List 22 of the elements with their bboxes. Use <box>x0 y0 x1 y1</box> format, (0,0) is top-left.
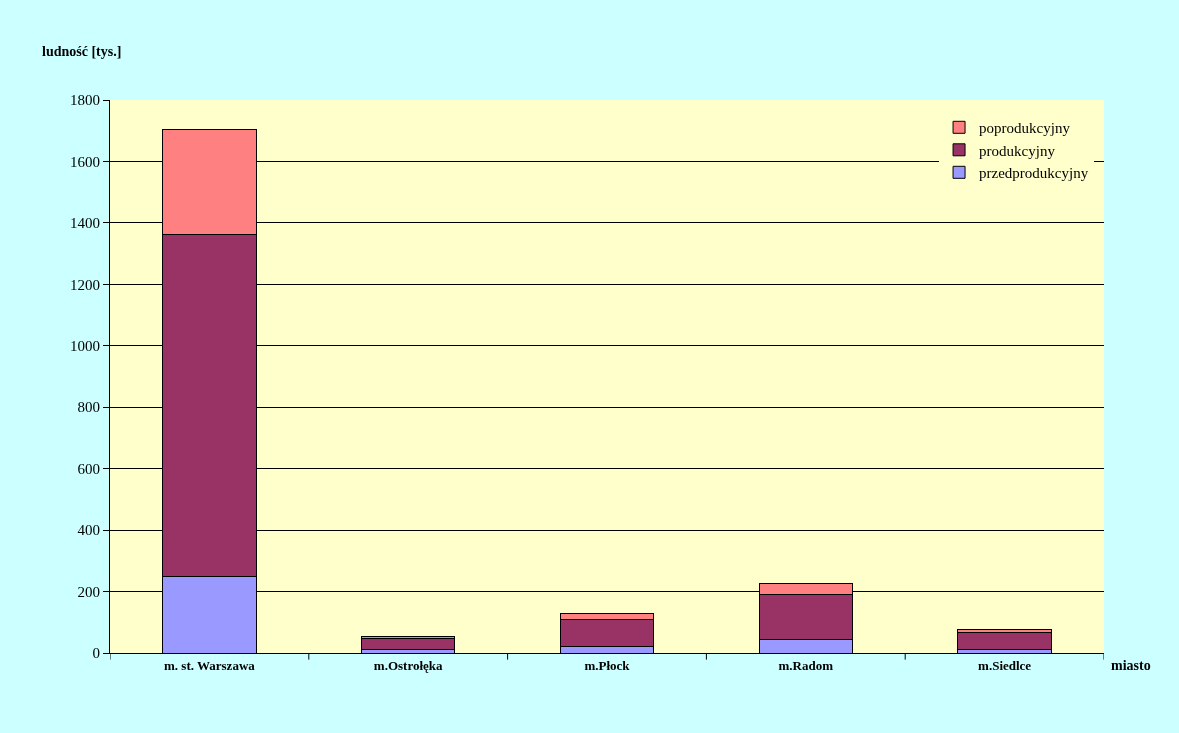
x-tick-label: m.Radom <box>778 657 834 673</box>
bar <box>957 632 1052 650</box>
y-tick-label: 0 <box>92 645 100 662</box>
x-tick-label: m.Siedlce <box>978 657 1032 673</box>
y-tick-label: 1000 <box>70 338 100 355</box>
y-tick-label: 200 <box>77 583 100 600</box>
y-tick-label: 600 <box>77 460 100 477</box>
y-axis-title: ludność [tys.] <box>42 44 122 59</box>
y-tick-label: 1800 <box>70 92 100 109</box>
legend-label: poprodukcyjny <box>979 120 1071 137</box>
bar <box>360 637 456 651</box>
y-tick-label: 800 <box>77 399 100 416</box>
x-tick-label: m.Ostrołęka <box>373 657 444 673</box>
y-tick-label: 1400 <box>70 215 100 232</box>
x-tick-label: m. st. Warszawa <box>164 657 256 673</box>
x-axis-title: miasto <box>1111 658 1151 673</box>
y-tick-label: 400 <box>77 522 100 539</box>
y-tick-label: 1600 <box>70 153 100 170</box>
legend-label: produkcyjny <box>979 142 1056 159</box>
y-tick-label: 1200 <box>70 276 100 293</box>
legend-label: przedprodukcyjny <box>979 165 1089 182</box>
x-tick-label: m.Płock <box>584 657 631 673</box>
